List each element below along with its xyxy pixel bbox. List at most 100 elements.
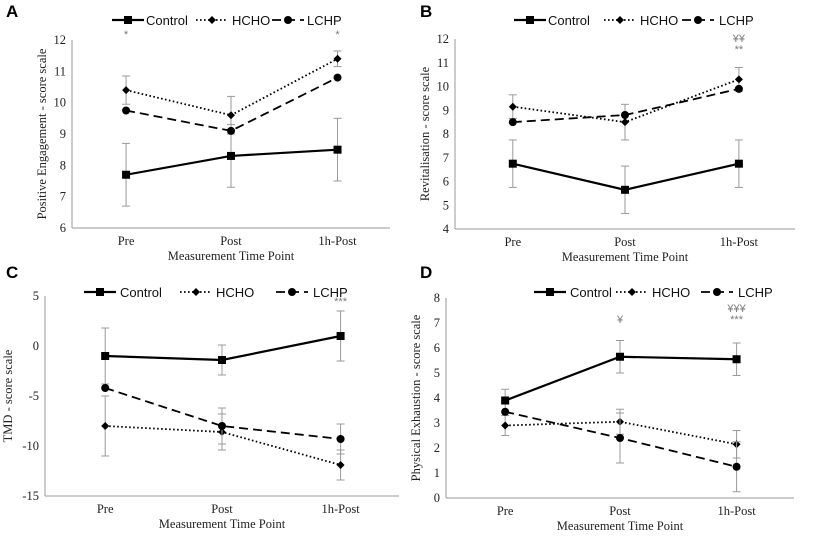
- panel-letter-a: A: [6, 2, 18, 21]
- legend-label-hcho: HCHO: [640, 13, 678, 28]
- y-tick-label: 12: [437, 32, 450, 46]
- data-point-hcho: [333, 54, 342, 63]
- y-tick-label: 11: [437, 56, 449, 70]
- panel-letter-c: C: [6, 263, 18, 282]
- y-tick-label: 4: [443, 222, 450, 236]
- y-tick-label: 9: [60, 127, 66, 141]
- legend-label-hcho: HCHO: [232, 13, 270, 28]
- y-tick-label: 5: [434, 366, 440, 380]
- x-tick-label: Post: [220, 234, 242, 248]
- series-line-lchp: [104, 387, 341, 440]
- legend-label-control: Control: [548, 13, 590, 28]
- x-tick-label: 1h-Post: [318, 234, 357, 248]
- data-point-lchp: [508, 118, 517, 127]
- x-tick-label: Post: [211, 502, 233, 516]
- x-tick-label: Pre: [97, 502, 114, 516]
- data-point-control: [336, 332, 345, 340]
- x-tick-label: Post: [609, 504, 631, 518]
- x-axis-title: Measurement Time Point: [159, 517, 286, 531]
- y-tick-label: 3: [434, 416, 440, 430]
- series-hcho: [122, 50, 342, 135]
- y-tick-label: 1: [434, 466, 440, 480]
- legend-item-control: Control: [112, 13, 188, 28]
- y-tick-label: -15: [22, 489, 39, 503]
- x-tick-label: Pre: [118, 234, 135, 248]
- legend-marker-lchp: [288, 288, 296, 296]
- y-tick-label: 8: [434, 291, 440, 305]
- y-tick-label: 12: [54, 33, 67, 47]
- legend-label-lchp: LCHP: [719, 13, 754, 28]
- data-point-lchp: [336, 435, 345, 443]
- series-hcho: [501, 408, 741, 459]
- y-tick-label: 6: [60, 221, 66, 235]
- legend-marker-lchp: [694, 16, 702, 24]
- y-tick-label: 11: [54, 64, 66, 78]
- data-point-lchp: [101, 384, 110, 392]
- legend-marker-control: [96, 288, 104, 296]
- legend-item-hcho: HCHO: [604, 13, 678, 28]
- legend-label-lchp: LCHP: [307, 13, 342, 28]
- data-point-hcho: [122, 86, 131, 95]
- legend-item-lchp: LCHP: [682, 13, 754, 28]
- y-tick-label: 2: [434, 441, 440, 455]
- x-tick-label: Post: [614, 235, 636, 249]
- y-tick-label: 7: [60, 190, 66, 204]
- y-axis-title: Revitalisation - score scale: [418, 66, 432, 201]
- y-tick-label: 8: [60, 158, 66, 172]
- significance-marker: ***: [334, 296, 348, 308]
- legend-marker-control: [546, 288, 554, 296]
- panel-letter-b: B: [420, 2, 432, 21]
- y-tick-label: 6: [443, 175, 449, 189]
- y-tick-label: 9: [443, 103, 449, 117]
- legend-label-lchp: LCHP: [313, 285, 348, 300]
- series-hcho: [508, 67, 743, 141]
- series-lchp: [101, 384, 345, 455]
- series-control: [501, 340, 741, 413]
- data-point-lchp: [616, 434, 624, 442]
- data-point-hcho: [734, 75, 743, 84]
- series-control: [101, 310, 345, 385]
- legend-item-hcho: HCHO: [616, 285, 690, 300]
- data-point-lchp: [621, 111, 629, 119]
- data-point-lchp: [122, 106, 131, 115]
- data-point-hcho: [501, 421, 510, 430]
- data-point-control: [508, 159, 517, 168]
- y-tick-label: 7: [434, 316, 440, 330]
- y-tick-label: -10: [22, 439, 39, 453]
- data-point-hcho: [508, 102, 517, 111]
- legend-label-lchp: LCHP: [738, 285, 773, 300]
- y-axis-title: TMD - score scale: [1, 349, 15, 442]
- y-tick-label: 0: [434, 491, 440, 505]
- significance-marker: **: [735, 44, 744, 56]
- data-point-hcho: [336, 461, 345, 469]
- y-tick-label: 0: [33, 339, 39, 353]
- y-tick-label: 4: [434, 391, 441, 405]
- data-point-hcho: [101, 422, 110, 430]
- legend-marker-hcho: [616, 16, 624, 24]
- legend-marker-hcho: [192, 288, 200, 296]
- legend-marker-lchp: [713, 288, 721, 296]
- legend-item-hcho: HCHO: [180, 285, 254, 300]
- significance-marker: ¥: [616, 314, 624, 326]
- y-tick-label: 8: [443, 127, 449, 141]
- data-point-control: [501, 396, 510, 405]
- significance-marker: *: [335, 29, 340, 41]
- x-axis-title: Measurement Time Point: [562, 250, 689, 264]
- legend-item-lchp: LCHP: [272, 13, 342, 28]
- data-point-control: [227, 151, 235, 160]
- data-point-control: [333, 145, 342, 154]
- legend-marker-hcho: [628, 288, 636, 296]
- data-point-lchp: [732, 462, 741, 471]
- legend-marker-hcho: [208, 16, 216, 24]
- data-point-control: [616, 352, 624, 361]
- y-tick-label: 10: [437, 80, 450, 94]
- x-axis-title: Measurement Time Point: [557, 519, 684, 533]
- panel-b: B 4 5 6 7 8 9 10 11 12 Pre Post 1h-Post Measurement T…: [418, 2, 795, 264]
- x-tick-label: 1h-Post: [321, 502, 360, 516]
- x-tick-label: Pre: [504, 235, 521, 249]
- significance-marker: *: [124, 29, 129, 41]
- y-tick-label: 7: [443, 151, 449, 165]
- series-line-control: [504, 355, 737, 402]
- x-tick-label: 1h-Post: [717, 504, 756, 518]
